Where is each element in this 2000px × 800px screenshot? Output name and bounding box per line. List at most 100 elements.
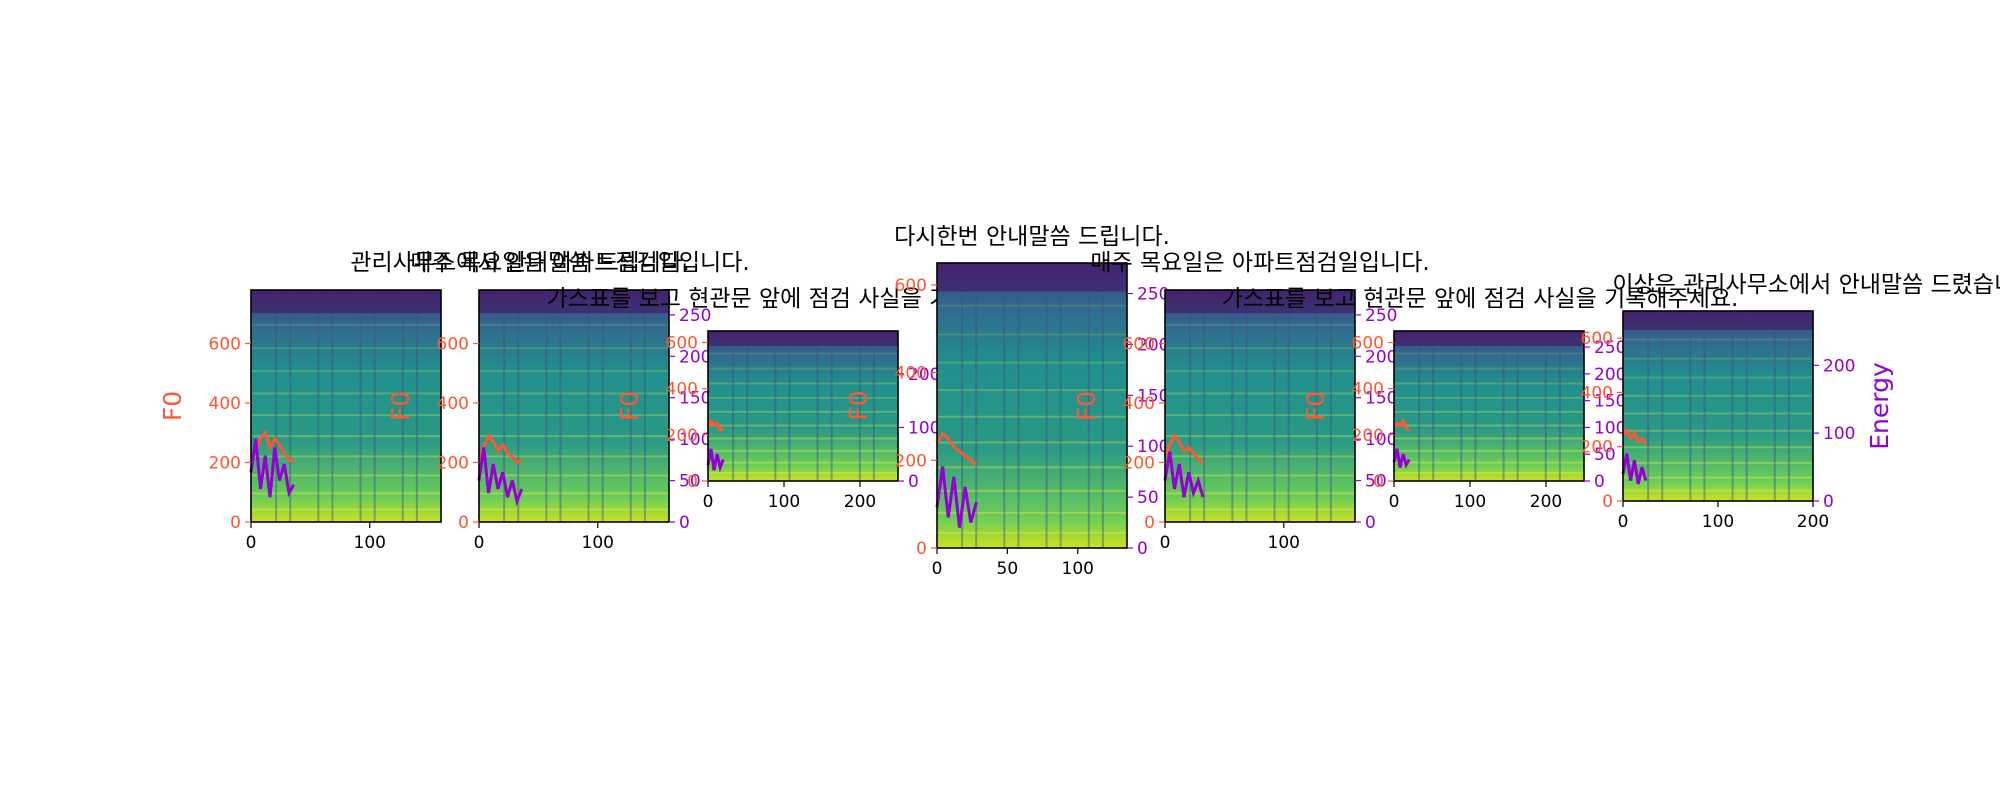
f0-tick-label: 0 <box>230 513 241 533</box>
energy-tick-label: 50 <box>1594 445 1616 465</box>
energy-tick-label: 0 <box>1594 472 1605 492</box>
energy-tick-label: 0 <box>908 472 919 492</box>
subplot-7: 이상은 관리사무소에서 안내말씀 드렸습니다.01002000200400600… <box>1581 272 2000 532</box>
energy-line <box>477 447 524 507</box>
f0-tick-label: 400 <box>209 394 241 414</box>
f0-line <box>935 431 978 466</box>
f0-line <box>1621 427 1648 445</box>
x-tick-label: 200 <box>1530 492 1562 512</box>
x-tick-label: 100 <box>354 533 386 553</box>
spectrogram-top <box>1165 290 1355 314</box>
spectrogram <box>1623 311 1813 501</box>
energy-tick-label: 0 <box>1137 539 1148 559</box>
f0-axis-label: F0 <box>386 391 415 421</box>
x-tick-label: 0 <box>1389 492 1400 512</box>
f0-tick-label: 200 <box>437 454 469 474</box>
f0-tick-label: 400 <box>1581 383 1613 403</box>
spectrogram-top <box>937 263 1127 292</box>
spectrogram-top <box>1623 311 1813 330</box>
x-tick-label: 200 <box>1797 512 1829 532</box>
energy-line <box>1163 451 1205 499</box>
energy-tick-label: 150 <box>1137 386 1169 406</box>
f0-tick-label: 600 <box>437 335 469 355</box>
x-tick-label: 100 <box>582 533 614 553</box>
chart-title: 이상은 관리사무소에서 안내말씀 드렸습니다. <box>1612 272 2000 298</box>
energy-line <box>935 466 978 528</box>
energy-tick-label: 0 <box>1365 513 1376 533</box>
energy-tick-label: 250 <box>1594 338 1626 358</box>
x-tick-label: 100 <box>768 492 800 512</box>
axes-frame <box>1393 330 1585 482</box>
axes-frame <box>250 289 442 523</box>
x-tick-label: 0 <box>1160 533 1171 553</box>
energy-line <box>249 438 296 498</box>
f0-tick-label: 0 <box>916 539 927 559</box>
chart-title: 가스표를 보고 현관문 앞에 점검 사실을 기록해주세요. <box>1222 286 1739 312</box>
energy-tick-label: 200 <box>1365 347 1397 367</box>
energy-tick-label: 250 <box>679 306 711 326</box>
energy-tick-label: 100 <box>1137 437 1169 457</box>
subplot-2: 매주 목요일은 아파트점검일입니다.0 1000200400600F0050100… <box>386 250 750 553</box>
f0-tick-label: 600 <box>1352 334 1384 354</box>
f0-line <box>706 417 725 433</box>
subplot-5: 매주 목요일은 아파트점검일입니다.0 1000200400600F0050100… <box>1072 250 1436 553</box>
chart-title: 매주 목요일은 아파트점검일입니다. <box>410 250 749 276</box>
f0-line <box>1163 433 1204 464</box>
x-tick-label: 50 <box>997 559 1019 579</box>
f0-tick-label: 200 <box>1352 426 1384 446</box>
spectrogram <box>251 290 441 522</box>
chart-title: 관리사무소에서 안내말씀 드립니다. <box>350 250 689 276</box>
energy-tick-label: 200 <box>908 365 940 385</box>
energy-tick-label: 100 <box>908 418 940 438</box>
f0-tick-label: 0 <box>1602 492 1613 512</box>
chart-title: 매주 목요일은 아파트점검일입니다. <box>1090 250 1429 276</box>
f0-axis-label: F0 <box>844 390 873 420</box>
x-tick-label: 0 <box>474 533 485 553</box>
f0-axis-label: F0 <box>158 391 187 421</box>
f0-tick-label: 0 <box>1373 472 1384 492</box>
chart-title: 다시한번 안내말씀 드립니다. <box>894 224 1170 250</box>
spectrogram-top <box>479 290 669 314</box>
f0-axis-label: F0 <box>615 391 644 421</box>
f0-line <box>477 432 523 465</box>
subplot-1: 관리사무소에서 안내말씀 드립니다. 0 100 0 200 400 600 F0 <box>158 250 690 553</box>
spectrogram <box>708 331 898 481</box>
x-tick-label: 100 <box>1062 559 1094 579</box>
f0-line <box>249 429 295 464</box>
f0-tick-label: 600 <box>1123 335 1155 355</box>
f0-tick-label: 600 <box>666 334 698 354</box>
x-tick-label: 0 <box>1618 512 1629 532</box>
f0-tick-label: 400 <box>437 394 469 414</box>
f0-tick-label: 600 <box>209 335 241 355</box>
energy-line <box>1621 453 1648 485</box>
f0-tick-label: 400 <box>666 380 698 400</box>
energy-tick-label: 50 <box>1365 472 1387 492</box>
f0-line <box>1392 417 1411 432</box>
f0-tick-label: 400 <box>895 364 927 384</box>
f0-tick-label: 0 <box>1144 513 1155 533</box>
x-tick-label: 200 <box>844 492 876 512</box>
subplot-6: 가스표를 보고 현관문 앞에 점검 사실을 기록해주세요.0 100 2000200… <box>1222 286 1739 512</box>
energy-tick-label: 150 <box>1594 392 1626 412</box>
x-tick-label: 100 <box>1702 512 1734 532</box>
x-tick-label: 0 <box>703 492 714 512</box>
energy-tick-label: 250 <box>1137 285 1169 305</box>
energy-tick-label: 150 <box>679 389 711 409</box>
x-tick-label: 0 <box>246 533 257 553</box>
axes-frame <box>707 330 899 482</box>
f0-tick-label: 400 <box>1123 394 1155 414</box>
energy-tick-label: 200 <box>1137 335 1169 355</box>
energy-line <box>1392 448 1411 469</box>
f0-tick-label: 200 <box>1581 438 1613 458</box>
spectrogram <box>1394 331 1584 481</box>
x-tick-label: 0 <box>932 559 943 579</box>
subplot-3: 가스표를 보고 현관문 앞에 점검 사실을 기록해주세요.0 100 2000200… <box>547 286 1064 512</box>
f0-tick-label: 600 <box>1581 329 1613 349</box>
f0-tick-label: 200 <box>666 426 698 446</box>
energy-tick-label: 50 <box>1137 488 1159 508</box>
axes-frame <box>936 262 1128 549</box>
energy-tick-label: 100 <box>1594 418 1626 438</box>
energy-tick-label: 50 <box>679 472 701 492</box>
axes-frame <box>478 289 670 523</box>
